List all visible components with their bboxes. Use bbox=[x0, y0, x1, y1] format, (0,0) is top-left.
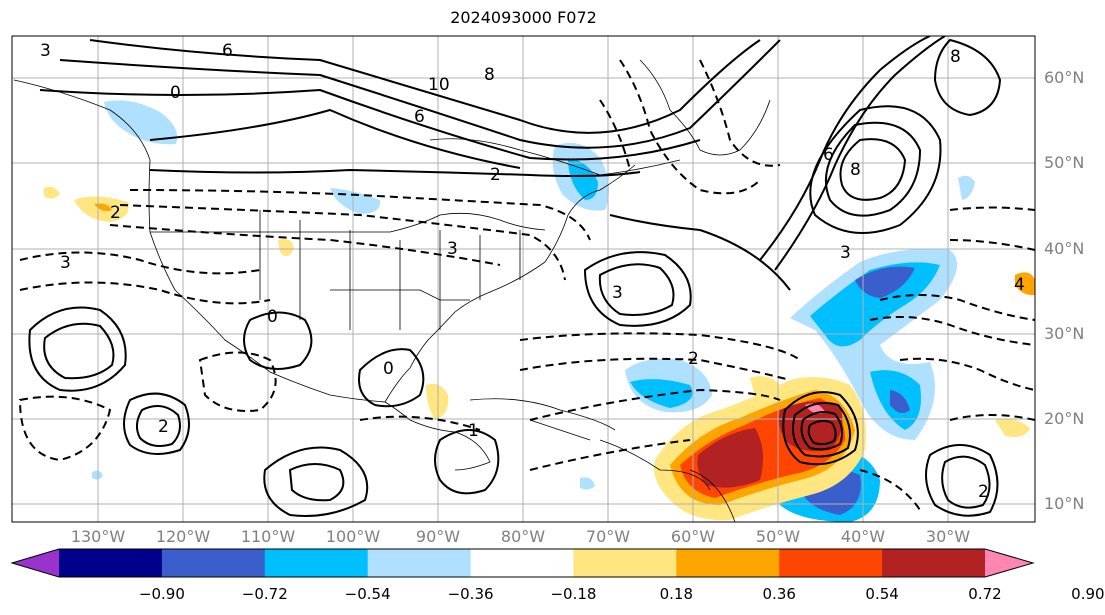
contour-label: 8 bbox=[950, 47, 961, 67]
colorbar-tick-label: 0.36 bbox=[762, 585, 796, 603]
lat-label: 50°N bbox=[1044, 153, 1085, 172]
lon-label: 60°W bbox=[670, 527, 716, 546]
contour-label: 3 bbox=[447, 239, 458, 259]
colorbar-tick-label: −0.72 bbox=[241, 585, 288, 603]
lon-label: 100°W bbox=[325, 527, 381, 546]
map-title: 2024093000 F072 bbox=[450, 8, 597, 27]
contour-label: 6 bbox=[823, 145, 834, 165]
colorbar-extend-low bbox=[12, 549, 59, 577]
lon-label: 120°W bbox=[155, 527, 211, 546]
colorbar-segment bbox=[676, 549, 780, 577]
contour-label: 6 bbox=[414, 107, 425, 127]
lon-label: 50°W bbox=[755, 527, 801, 546]
contour-label: 6 bbox=[222, 41, 233, 61]
lon-label: 70°W bbox=[585, 527, 631, 546]
colorbar-tick-label: −0.90 bbox=[138, 585, 185, 603]
colorbar-segment bbox=[59, 549, 163, 577]
lat-label: 60°N bbox=[1044, 68, 1085, 87]
contour-label: 0 bbox=[267, 307, 278, 327]
colorbar-tick-label: 0.90 bbox=[1071, 585, 1105, 603]
colorbar-segment bbox=[779, 549, 883, 577]
lon-label: 90°W bbox=[415, 527, 461, 546]
contour-label: 4 bbox=[1014, 275, 1025, 295]
contour-label: 2 bbox=[490, 165, 501, 185]
map-frame bbox=[11, 35, 1036, 523]
colorbar-segment bbox=[161, 549, 266, 577]
lat-label: 30°N bbox=[1044, 324, 1085, 343]
colorbar-segment bbox=[573, 549, 677, 577]
lat-label: 40°N bbox=[1044, 239, 1085, 258]
dashed-contours bbox=[18, 59, 1035, 511]
contour-label: 1 bbox=[468, 421, 479, 441]
colorbar-segment bbox=[264, 549, 369, 577]
colorbar-tick-label: −0.36 bbox=[447, 585, 494, 603]
contour-label: 3 bbox=[612, 283, 623, 303]
colorbar-segment bbox=[470, 549, 574, 577]
lon-label: 130°W bbox=[70, 527, 126, 546]
contour-label: 2 bbox=[688, 349, 699, 369]
contour-label: 2 bbox=[158, 417, 169, 437]
contour-lines bbox=[28, 36, 1002, 517]
contour-label: 8 bbox=[850, 160, 861, 180]
colorbar bbox=[10, 548, 1035, 578]
lat-label: 20°N bbox=[1044, 409, 1085, 428]
colorbar-tick-label: 0.72 bbox=[968, 585, 1002, 603]
contour-labels: 3 6 0 10 8 6 2 3 8 3 2 6 8 3 3 0 2 0 1 4… bbox=[40, 41, 1025, 502]
colorbar-tick-label: −0.54 bbox=[344, 585, 391, 603]
lat-label: 10°N bbox=[1044, 494, 1085, 513]
contour-label: 3 bbox=[840, 243, 851, 263]
lon-label: 30°W bbox=[925, 527, 971, 546]
lon-label: 110°W bbox=[240, 527, 296, 546]
contour-label: 3 bbox=[60, 253, 71, 273]
colorbar-segment bbox=[882, 549, 986, 577]
colorbar-tick-label: −0.18 bbox=[550, 585, 597, 603]
graticule bbox=[12, 36, 1035, 522]
colorbar-segment bbox=[367, 549, 472, 577]
colorbar-extend-high bbox=[985, 549, 1033, 577]
shading-layer bbox=[44, 100, 1035, 522]
contour-label: 0 bbox=[383, 359, 394, 379]
lon-label: 80°W bbox=[500, 527, 546, 546]
contour-label: 2 bbox=[978, 482, 989, 502]
contour-label: 0 bbox=[170, 83, 181, 103]
contour-label: 8 bbox=[484, 65, 495, 85]
lon-label: 40°W bbox=[840, 527, 886, 546]
contour-label: 3 bbox=[40, 41, 51, 61]
contour-label: 10 bbox=[428, 75, 450, 95]
colorbar-tick-label: 0.18 bbox=[659, 585, 694, 603]
contour-label: 2 bbox=[110, 203, 121, 223]
colorbar-tick-label: 0.54 bbox=[865, 585, 899, 603]
